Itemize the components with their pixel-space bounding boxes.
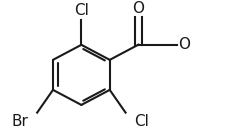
Text: O: O <box>177 37 189 52</box>
Text: Cl: Cl <box>74 3 88 18</box>
Text: Cl: Cl <box>134 114 149 129</box>
Text: Br: Br <box>11 114 28 129</box>
Text: O: O <box>132 1 144 16</box>
